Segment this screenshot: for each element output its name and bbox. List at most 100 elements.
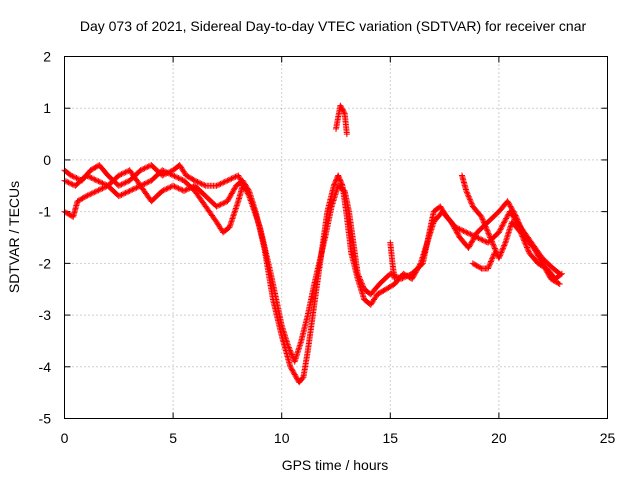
data-point [195,179,202,186]
data-point [459,227,466,234]
data-point [84,192,91,199]
data-point [170,182,177,189]
data-point [556,281,563,288]
data-point [159,172,166,179]
data-point [485,230,492,237]
data-point [221,178,228,185]
data-point [100,184,107,191]
data-point [513,213,520,220]
data-point [476,235,483,242]
data-point [495,229,502,236]
data-point [340,107,347,114]
data-point [488,258,495,265]
data-point [121,190,128,197]
data-point [161,186,168,193]
data-point [486,262,493,269]
data-point [486,233,493,240]
data-point [176,175,183,182]
data-point [463,189,470,196]
data-point [453,229,460,236]
data-point [96,186,103,193]
data-point [489,254,496,261]
data-point [487,259,494,266]
data-point [160,171,167,178]
data-point [490,251,497,258]
data-point [87,191,94,198]
data-point [132,185,139,192]
data-point [90,175,97,182]
data-point [450,222,457,229]
data-point [337,177,344,184]
data-point [503,214,510,221]
data-point [90,189,97,196]
data-point [118,191,125,198]
data-point [133,184,140,191]
data-point [288,366,295,373]
data-point [178,176,185,183]
data-point [291,370,298,377]
data-point [555,280,562,287]
data-point [488,237,495,244]
data-point [142,180,149,187]
data-point [230,187,237,194]
data-point [331,180,338,187]
data-point [96,178,103,185]
data-point [535,253,542,260]
data-point [519,233,526,240]
data-point [99,185,106,192]
data-point [483,224,490,231]
data-point [491,250,498,257]
data-point [141,165,148,172]
data-point [221,199,228,206]
data-point [469,238,476,245]
data-point [414,266,421,273]
data-point [125,188,132,195]
data-point [98,179,105,186]
data-point [522,241,529,248]
data-point [472,233,479,240]
data-point [68,172,75,179]
data-point [117,192,124,199]
data-point [91,189,98,196]
grid [64,56,608,419]
data-point [201,182,208,189]
data-point [213,182,220,189]
data-point [338,105,345,112]
data-point [145,178,152,185]
data-point [331,181,338,188]
data-point [499,246,506,253]
data-point [537,256,544,263]
data-point [186,185,193,192]
data-point [480,219,487,226]
data-point [293,374,300,381]
data-point [499,222,506,229]
data-point [486,261,493,268]
data-point [180,187,187,194]
data-point [218,200,225,207]
data-point [409,274,416,281]
data-point [415,264,422,271]
data-point [501,218,508,225]
data-point [500,245,507,252]
data-point [525,247,532,254]
data-point [245,186,252,193]
data-point [68,180,75,187]
data-point [521,238,528,245]
y-tick-label: 1 [43,100,51,116]
data-point [228,190,235,197]
data-point [289,367,296,374]
data-point [138,166,145,173]
data-point [531,246,538,253]
data-point [161,171,168,178]
data-point [198,180,205,187]
data-point [413,268,420,275]
data-point [172,173,179,180]
data-point [484,228,491,235]
data-point [490,252,497,259]
data-point [193,178,200,185]
data-point [409,275,416,282]
data-point [115,172,122,179]
data-point [515,219,522,226]
data-point [231,174,238,181]
